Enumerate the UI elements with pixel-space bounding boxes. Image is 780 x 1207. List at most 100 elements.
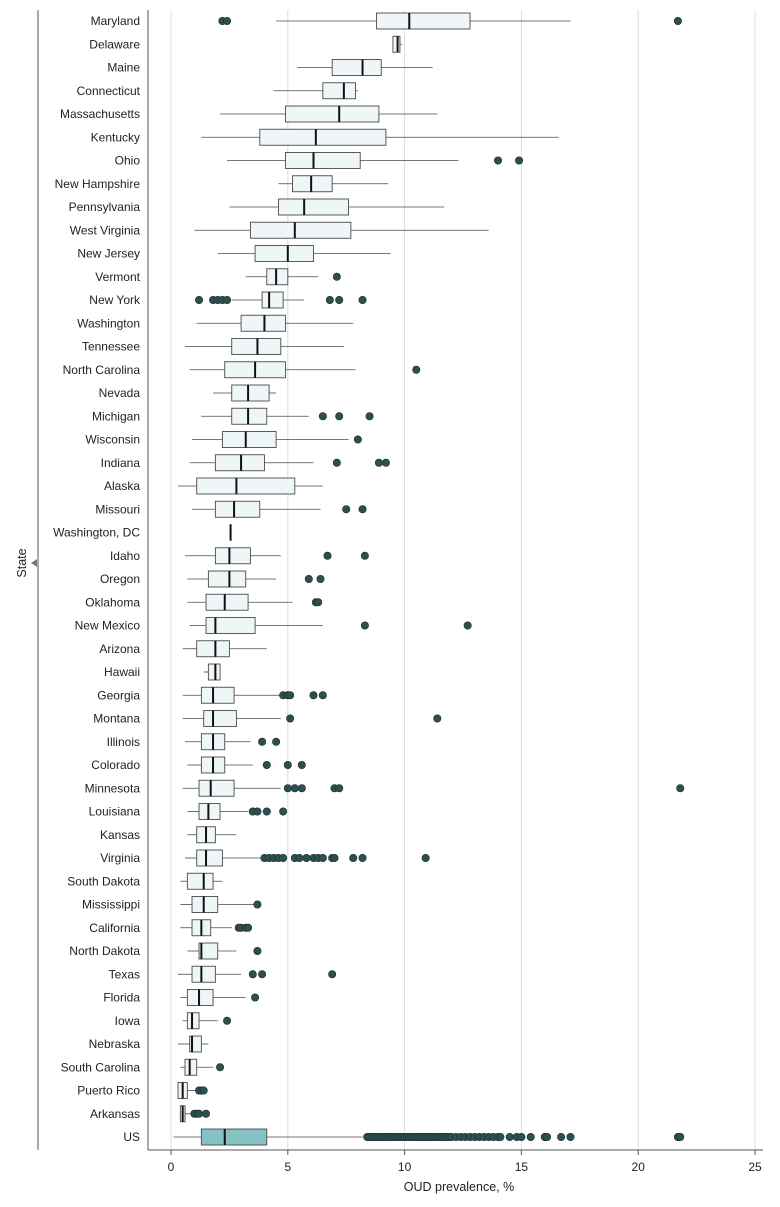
row-puerto-rico: Puerto Rico (77, 1082, 208, 1099)
state-label: Connecticut (77, 84, 141, 98)
state-label: Georgia (97, 688, 140, 702)
row-minnesota: Minnesota (85, 779, 685, 797)
outlier-point (258, 970, 267, 979)
iqr-box (266, 268, 289, 286)
x-tick-label: 0 (168, 1160, 175, 1174)
outlier-point (421, 853, 430, 862)
state-label: Alaska (104, 479, 140, 493)
state-label: New York (89, 293, 141, 307)
outlier-point (262, 807, 271, 816)
outlier-point (248, 970, 257, 979)
row-ohio: Ohio (115, 152, 524, 169)
row-washington-dc: Washington, DC (53, 524, 232, 541)
outlier-point (526, 1133, 535, 1142)
row-vermont: Vermont (95, 268, 341, 286)
iqr-box (231, 384, 270, 402)
outlier-point (286, 714, 295, 723)
row-north-dakota: North Dakota (69, 942, 262, 960)
outlier-point (283, 784, 292, 793)
state-label: Vermont (95, 270, 140, 284)
row-indiana: Indiana (101, 454, 390, 472)
row-michigan: Michigan (92, 407, 374, 425)
state-label: Idaho (110, 549, 140, 563)
outlier-point (463, 621, 472, 630)
outlier-point (302, 853, 311, 862)
row-new-jersey: New Jersey (77, 245, 391, 262)
row-arizona: Arizona (99, 640, 267, 658)
outlier-point (496, 1133, 505, 1142)
grid-lines (170, 10, 756, 1150)
outlier-point (223, 295, 232, 304)
iqr-box (231, 338, 282, 355)
iqr-box (278, 198, 349, 216)
iqr-box (196, 477, 296, 495)
state-label: Puerto Rico (77, 1084, 140, 1098)
outlier-point (360, 621, 369, 630)
row-nebraska: Nebraska (89, 1035, 209, 1053)
row-west-virginia: West Virginia (70, 221, 489, 239)
state-label: Hawaii (104, 665, 140, 679)
outlier-point (323, 551, 332, 560)
iqr-box (240, 314, 286, 332)
outlier-point (195, 1109, 204, 1118)
state-label: Illinois (107, 735, 140, 749)
state-label: Arizona (99, 642, 140, 656)
state-label: West Virginia (70, 223, 141, 237)
iqr-box (254, 245, 314, 262)
iqr-box (214, 500, 261, 518)
state-label: Wisconsin (85, 433, 140, 447)
outlier-point (332, 458, 341, 467)
state-label: Montana (93, 712, 140, 726)
outlier-point (279, 807, 288, 816)
outlier-point (216, 1063, 225, 1072)
iqr-box (331, 59, 382, 76)
row-missouri: Missouri (95, 500, 367, 518)
state-label: Mississippi (82, 898, 140, 912)
iqr-box (376, 12, 471, 30)
state-label: Maine (107, 61, 140, 75)
outlier-point (676, 784, 685, 793)
row-iowa: Iowa (115, 1012, 232, 1030)
state-label: North Carolina (63, 363, 141, 377)
outlier-point (202, 1109, 211, 1118)
state-label: Florida (103, 991, 140, 1005)
state-label: Delaware (89, 37, 140, 51)
iqr-box (285, 105, 380, 123)
iqr-box (231, 407, 268, 425)
iqr-box (207, 663, 221, 681)
outlier-point (412, 365, 421, 374)
outlier-point (195, 295, 204, 304)
row-idaho: Idaho (110, 547, 369, 565)
row-louisiana: Louisiana (89, 803, 288, 820)
state-label: Virginia (100, 851, 140, 865)
iqr-box (191, 965, 216, 983)
state-label: Oregon (100, 572, 140, 586)
outlier-point (330, 853, 339, 862)
outlier-point (316, 574, 325, 583)
outlier-point (279, 853, 288, 862)
outlier-point (335, 784, 344, 793)
outlier-point (335, 412, 344, 421)
state-label: Louisiana (89, 805, 141, 819)
boxplot-rows: Maryland Delaware Maine Connecticut Massachu… (53, 12, 685, 1146)
outlier-point (505, 1133, 514, 1142)
state-label: Michigan (92, 409, 140, 423)
state-label: California (89, 921, 140, 935)
iqr-box (184, 1058, 198, 1076)
outlier-point (297, 784, 306, 793)
row-colorado: Colorado (91, 756, 306, 774)
row-florida: Florida (103, 989, 260, 1006)
outlier-point (304, 574, 313, 583)
row-new-hampshire: New Hampshire (55, 175, 389, 193)
iqr-box (205, 593, 249, 611)
iqr-box (189, 1035, 202, 1053)
outlier-point (374, 458, 383, 467)
outlier-point (358, 505, 367, 514)
row-georgia: Georgia (97, 686, 327, 704)
iqr-box (191, 896, 219, 913)
outlier-point (566, 1133, 575, 1142)
x-tick-label: 5 (284, 1160, 291, 1174)
state-label: Kentucky (91, 130, 140, 144)
state-label: Iowa (115, 1014, 141, 1028)
